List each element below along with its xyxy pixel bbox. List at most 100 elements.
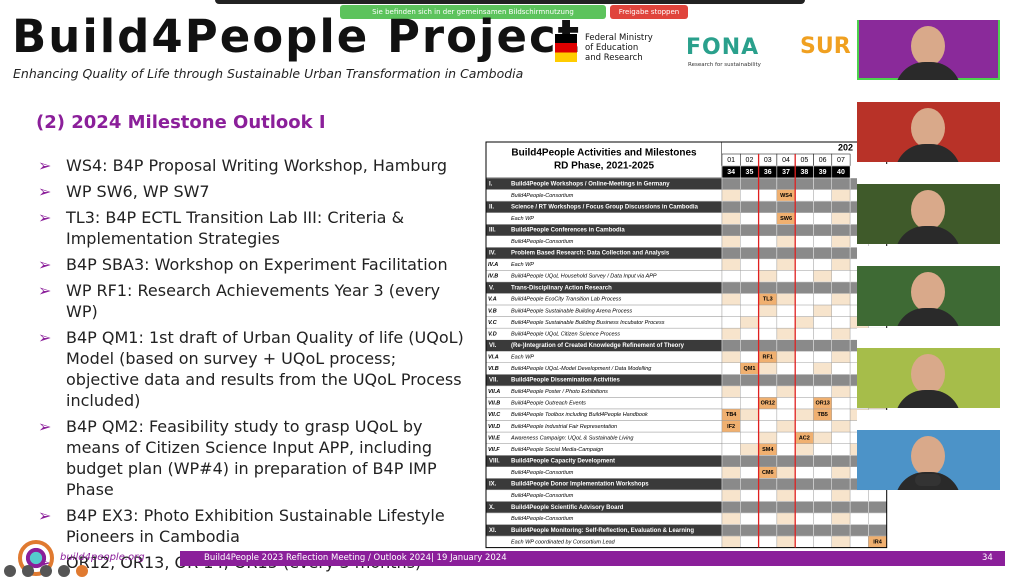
section-label: (Re-)Integration of Created Knowledge Re… [511,343,685,349]
milestone-label: WS4 [780,193,793,199]
timeline-cell [758,512,778,525]
section-cell [831,374,851,387]
timeline-cell [849,489,869,502]
timeline-cell [776,489,796,502]
timeline-cell [721,431,741,444]
bullet-text: B4P QM1: 1st draft of Urban Quality of l… [66,328,464,410]
timeline-cell [831,327,851,340]
section-cell [795,281,814,294]
timeline-cell [776,316,796,329]
participant-body [895,226,961,244]
timeline-cell [795,316,814,329]
section-cell [776,524,796,537]
section-cell [795,478,814,491]
participant-head [911,26,945,66]
timeline-cell [758,535,778,548]
bullet-text: WP SW6, WP SW7 [66,182,210,201]
timeline-cell [740,431,759,444]
timeline-cell [795,535,814,548]
activity-id: VI.B [488,366,499,372]
section-cell [795,501,814,514]
bullet-item: ➢ B4P SBA3: Workshop on Experiment Facili… [38,254,468,275]
milestone-label: IF2 [727,424,735,430]
activity-id: V.D [488,331,497,337]
timeline-cell [758,420,778,433]
bullet-text: WS4: B4P Proposal Writing Workshop, Hamb… [66,156,448,175]
timeline-cell [721,351,741,364]
timeline-cell [776,466,796,479]
activity-label: Build4People-Consortium [511,193,574,199]
timeline-cell [813,420,832,433]
section-cell [740,478,759,491]
activity-label: Build4People UQoL Household Survey / Dat… [511,274,657,280]
section-label: Build4People Workshops / Online-Meetings… [511,181,670,187]
timeline-cell [740,351,759,364]
milestone-label: RF1 [763,354,773,360]
timeline-cell [758,408,778,421]
timeline-cell [721,304,741,317]
timeline-cell [831,489,851,502]
next-button[interactable] [76,565,88,577]
slide-title: Build4People Project [12,10,582,63]
timeline-cell [758,385,778,398]
section-cell [721,339,741,352]
timeline-cell [831,293,851,306]
bullet-arrow: ➢ [38,182,52,201]
section-cell [831,177,851,190]
week-label: 39 [819,169,827,176]
section-cell [740,200,759,213]
cc-button[interactable] [22,565,34,577]
section-cell [831,247,851,260]
fona-logo: FONA [686,35,760,60]
ministry-line: of Education [585,43,639,53]
activity-label: Build4People-Consortium [511,239,574,245]
activity-id: VII.B [488,401,500,407]
prev-button[interactable] [4,565,16,577]
activity-label: Build4People Industrial Fair Representat… [511,424,617,430]
timeline-cell [795,489,814,502]
presentation-controls [4,565,144,579]
section-cell [776,478,796,491]
timeline-cell [795,258,814,271]
section-label: Build4People Donor Implementation Worksh… [511,482,649,488]
activity-label: Build4People EcoCity Transition Lab Proc… [511,297,622,303]
week-label: 40 [837,169,845,176]
activity-id: IV.B [488,274,498,280]
milestone-label: QM1 [743,366,755,372]
timeline-cell [721,327,741,340]
timeline-cell [776,443,796,456]
timeline-cell [831,466,851,479]
section-cell [758,200,778,213]
video-collapse-button[interactable] [915,474,941,486]
section-id: II. [489,204,494,210]
activity-label: Build4People Outreach Events [511,401,586,407]
section-cell [813,478,832,491]
section-cell [776,339,796,352]
section-cell [795,247,814,260]
timeline-cell [776,431,796,444]
section-cell [795,524,814,537]
timeline-cell [795,189,814,202]
timeline-cell [795,420,814,433]
section-cell [868,524,887,537]
more-button[interactable] [58,565,70,577]
timeline-cell [813,316,832,329]
timeline-cell [740,420,759,433]
section-cell [813,177,832,190]
section-label: Science / RT Workshops / Focus Group Dis… [511,204,699,210]
video-button[interactable] [40,565,52,577]
stop-share-button[interactable]: Freigabe stoppen [610,5,688,19]
video-panel [857,0,1000,490]
week-label: 35 [746,169,754,176]
section-cell [721,374,741,387]
month-label: 07 [837,157,845,164]
timeline-cell [740,327,759,340]
video-logo-strip [857,328,1000,348]
section-cell [740,339,759,352]
timeline-cell [776,420,796,433]
timeline-cell [740,304,759,317]
timeline-cell [740,535,759,548]
section-cell [813,281,832,294]
milestone-label: AC2 [799,435,810,441]
section-cell [758,177,778,190]
